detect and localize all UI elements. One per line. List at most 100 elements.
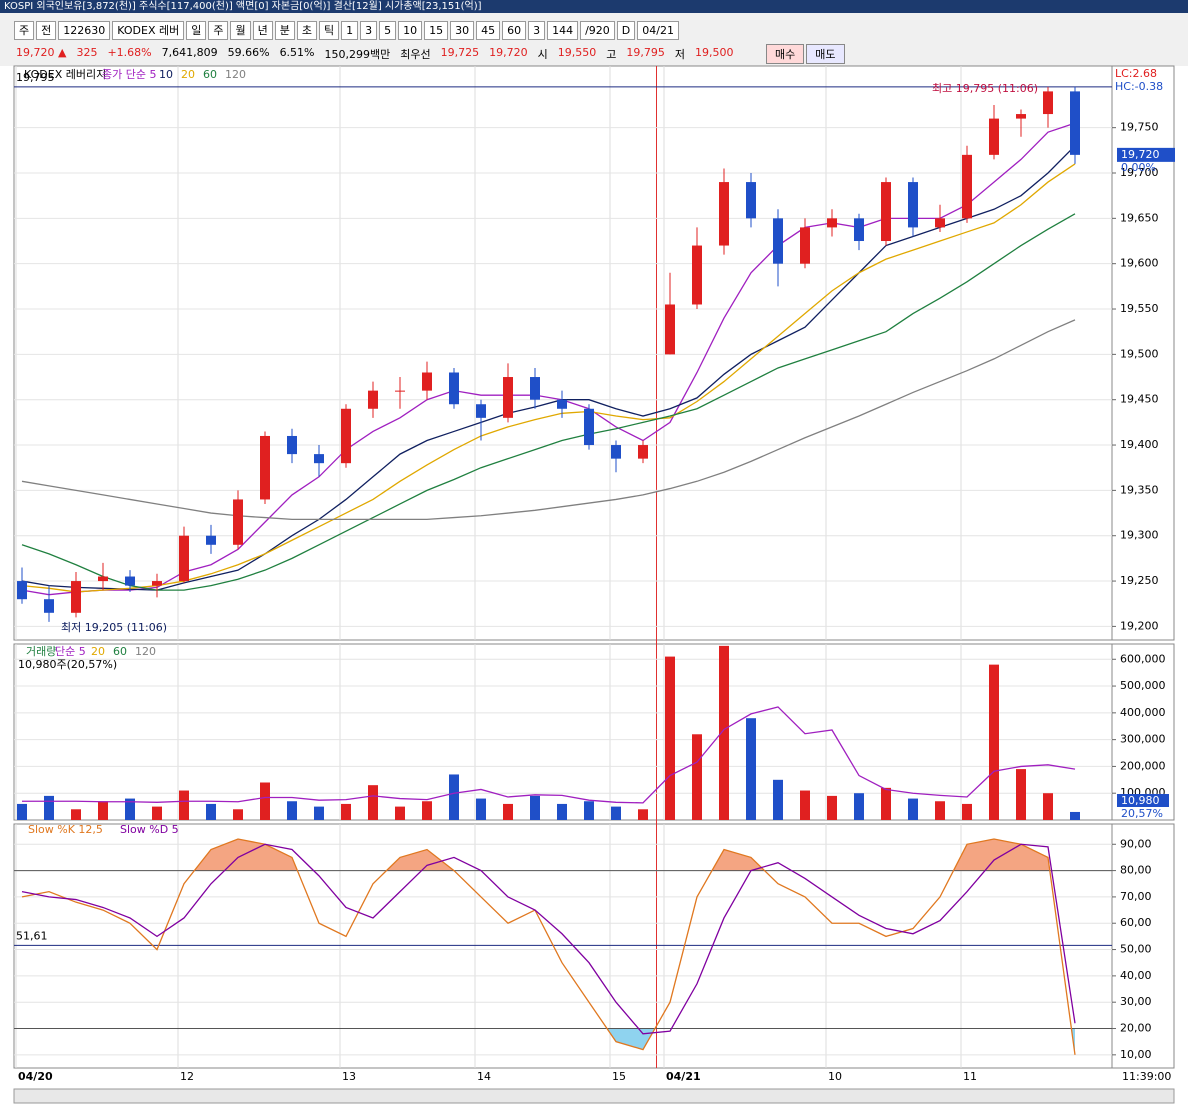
y-tick-label: 20,00 [1120,1022,1152,1035]
toolbar-button[interactable]: 10 [398,21,423,40]
toolbar-button[interactable]: D [616,21,636,40]
y-tick-label: 30,00 [1120,995,1152,1008]
volume-bar [746,718,756,820]
y-tick-label: 19,750 [1120,121,1159,134]
button-row: 주 전 122630 KODEX 레버 일 주 월 년 분 초 틱 1 3 5 10 15 30 45 60 3 144… [14,21,679,40]
volume-bar [260,782,270,820]
zone-fill [194,839,1050,871]
volume-subtitle: 10,980주(20,57%) [18,658,117,671]
candle-body [1043,91,1053,115]
candle-body [476,404,486,418]
volume-bar [449,774,459,820]
candle-body [287,435,297,455]
toolbar-button[interactable]: 3 [528,21,546,40]
volume-bar [530,795,540,820]
candle-body [773,218,783,264]
volume-bar [44,795,54,820]
y-tick-label: 300,000 [1120,733,1166,746]
candle-body [260,435,270,500]
toolbar-button[interactable]: 월 [230,21,251,40]
volume-bar [665,656,675,820]
candle-body [233,499,243,545]
trade-button[interactable]: 매도 [806,44,845,64]
toolbar-button[interactable]: 122630 [58,21,111,40]
toolbar-button[interactable]: /920 [580,21,615,40]
high-annotation: 최고 19,795 (11:06) [932,82,1038,95]
toolbar-button[interactable]: 45 [476,21,501,40]
legend-entry: 종가 단순 5 [102,68,156,81]
volume-bar [98,801,108,820]
volume-ratio: 20,57% [1121,807,1163,820]
quote-item: 59.66% [227,46,270,59]
y-tick-label: 19,650 [1120,211,1159,224]
volume-bar [503,803,513,820]
volume-bar [152,806,162,820]
toolbar-button[interactable]: 분 [274,21,295,40]
toolbar-button[interactable]: 1 [341,21,359,40]
toolbar-button[interactable]: 일 [186,21,207,40]
candle-body [125,576,135,586]
candle-body [989,118,999,155]
quote-item: 325 [76,46,98,59]
candle-body [179,535,189,582]
stochastic-line [21,838,1076,1055]
volume-bar [395,806,405,820]
legend-entry: Slow %D 5 [120,823,179,836]
toolbar-button[interactable]: 30 [450,21,475,40]
volume-bar [989,664,999,820]
candle-body [530,377,540,400]
toolbar: KOSPI 외국인보유[3,872(천)] 주식수[117,400(천)] 액면… [0,0,1188,66]
y-tick-label: 10,00 [1120,1048,1152,1061]
y-tick-label: 19,350 [1120,483,1159,496]
candle-body [1016,114,1026,119]
candle-body [152,581,162,586]
quote-item: 6.51% [279,46,315,59]
toolbar-button[interactable]: 15 [424,21,449,40]
toolbar-button[interactable]: 주 [208,21,229,40]
legend-entry: 단순 5 [55,645,86,658]
toolbar-button[interactable]: 틱 [318,21,340,40]
toolbar-button[interactable]: 3 [360,21,378,40]
quote-item: +1.68% [107,46,152,59]
volume-bar [962,803,972,820]
moving-average [21,213,1076,591]
toolbar-button[interactable]: 초 [296,21,317,40]
toolbar-button[interactable]: 년 [252,21,273,40]
volume-bar [476,798,486,820]
quote-row: 19,720 ▲ 325 +1.68% 7,641,809 59.66% 6.51% 150… [16,46,734,62]
volume-bar [692,734,702,820]
legend-entry: 120 [135,645,156,658]
y-tick-label: 19,600 [1120,257,1159,270]
trade-button[interactable]: 매수 [766,44,805,64]
quote-item: 19,550 [557,46,597,59]
candle-body [341,408,351,464]
volume-bar [611,806,621,820]
toolbar-button[interactable]: KODEX 레버 [112,21,185,40]
quote-item: 150,299백만 [324,48,391,61]
volume-bar [233,809,243,820]
toolbar-button[interactable]: 144 [547,21,579,40]
volume-bar [422,801,432,820]
legend-entry: Slow %K 12,5 [28,823,103,836]
x-tick-label: 11 [963,1070,977,1083]
x-tick-label: 14 [477,1070,491,1083]
volume-bar [881,787,891,820]
y-tick-label: 19,500 [1120,347,1159,360]
toolbar-button[interactable]: 5 [379,21,397,40]
toolbar-button[interactable]: 04/21 [637,21,679,40]
toolbar-button[interactable]: 주 [14,21,35,40]
moving-average [21,145,1076,591]
volume-average [22,706,1076,804]
quote-item: 시 [537,48,548,61]
legend-entry: 10 [159,68,173,81]
candle-body [503,377,513,418]
toolbar-button[interactable]: 전 [36,21,57,40]
volume-bar [800,790,810,820]
candle-body [368,390,378,409]
legend-entry: 120 [225,68,246,81]
volume-bar [854,793,864,820]
candle-body [44,599,54,613]
volume-bar [314,806,324,820]
toolbar-button[interactable]: 60 [502,21,527,40]
